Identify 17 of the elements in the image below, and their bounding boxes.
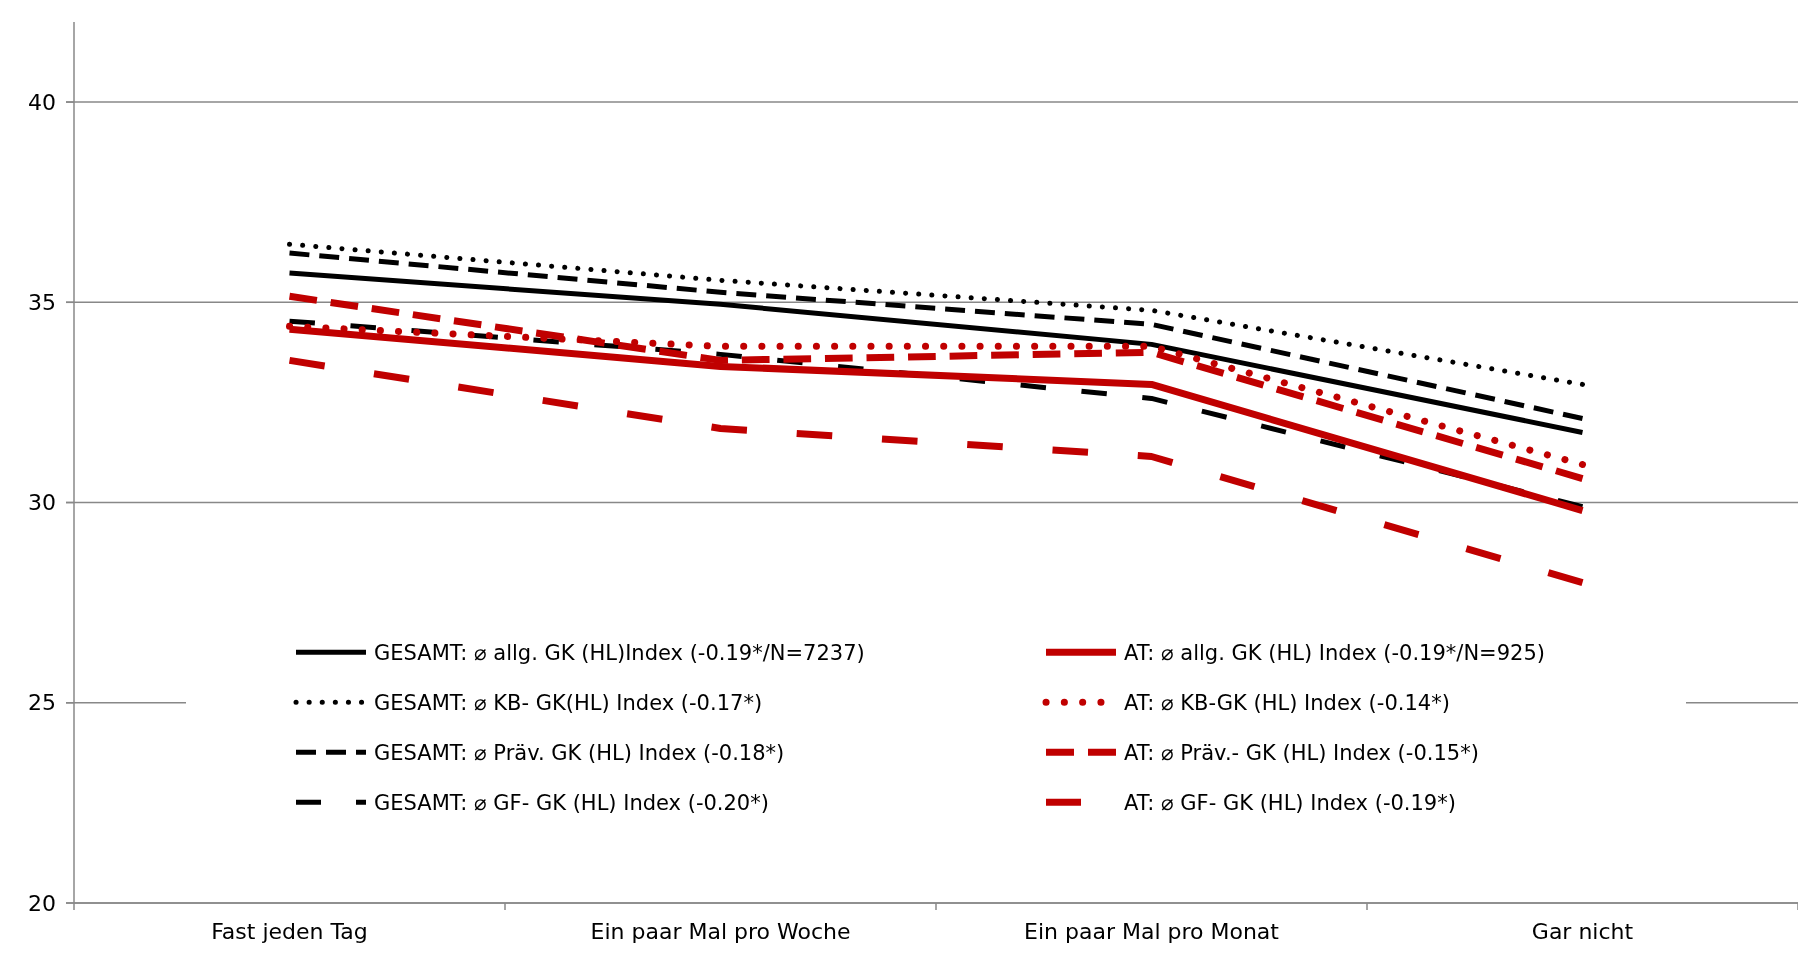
y-tick-label: 25	[28, 690, 56, 716]
x-tick-label: Ein paar Mal pro Woche	[590, 919, 851, 944]
legend-label: GESAMT: ⌀ KB- GK(HL) Index (-0.17*)	[374, 690, 763, 715]
y-tick-label: 40	[28, 89, 56, 115]
legend-label: AT: ⌀ KB-GK (HL) Index (-0.14*)	[1124, 690, 1450, 715]
legend-label: AT: ⌀ GF- GK (HL) Index (-0.19*)	[1124, 790, 1456, 815]
y-tick-label: 35	[28, 290, 56, 316]
legend-label: AT: ⌀ allg. GK (HL) Index (-0.19*/N=925)	[1124, 640, 1545, 665]
x-tick-label: Fast jeden Tag	[211, 919, 368, 944]
x-tick-label: Gar nicht	[1531, 919, 1634, 944]
legend-label: GESAMT: ⌀ Präv. GK (HL) Index (-0.18*)	[374, 740, 785, 765]
x-tick-label: Ein paar Mal pro Monat	[1024, 919, 1280, 944]
legend-label: GESAMT: ⌀ allg. GK (HL)Index (-0.19*/N=7237)	[374, 640, 865, 665]
legend-label: GESAMT: ⌀ GF- GK (HL) Index (-0.20*)	[374, 790, 769, 815]
legend-label: AT: ⌀ Präv.- GK (HL) Index (-0.15*)	[1124, 740, 1479, 765]
y-tick-label: 30	[28, 490, 56, 516]
y-tick-label: 20	[28, 890, 56, 916]
